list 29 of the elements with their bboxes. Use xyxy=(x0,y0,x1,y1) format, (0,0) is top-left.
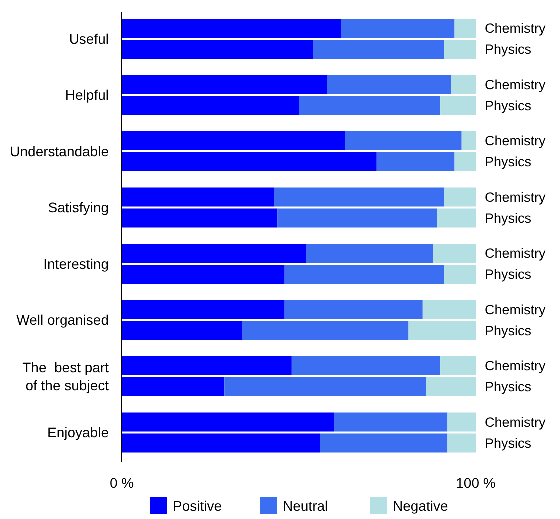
y-tick-label: Physics xyxy=(485,154,532,170)
y-tick-label: Chemistry xyxy=(485,21,546,36)
y-tick-label: Chemistry xyxy=(485,302,546,318)
y-tick-label: Chemistry xyxy=(485,190,546,205)
y-tick-label: Chemistry xyxy=(485,246,546,262)
legend-label: Positive xyxy=(173,498,222,514)
legend-label: Neutral xyxy=(283,498,328,514)
text: Enjoyable xyxy=(48,424,110,441)
text: Satisfying xyxy=(48,200,109,216)
y-tick-label: Chemistry xyxy=(485,414,546,430)
text: Interesting xyxy=(44,256,109,272)
y-tick-label: Physics xyxy=(485,42,532,58)
text: Useful xyxy=(69,30,109,47)
y-tick-label: Physics xyxy=(485,436,532,451)
y-tick-label: Chemistry xyxy=(485,77,546,92)
text: The best part of the subject xyxy=(22,359,110,394)
y-tick-label: Chemistry xyxy=(485,358,546,374)
y-tick-label: Physics xyxy=(485,98,532,114)
y-tick-label: Physics xyxy=(485,323,532,338)
y-tick-label: Chemistry xyxy=(485,134,546,149)
y-tick-label: Physics xyxy=(485,210,532,226)
text: Understandable xyxy=(10,143,110,160)
x-tick-label: 100 % xyxy=(456,475,496,491)
y-tick-label: Physics xyxy=(485,267,532,282)
x-tick-label: 0 % xyxy=(110,475,134,491)
text: Well organised xyxy=(16,312,109,328)
y-tick-label: Physics xyxy=(485,380,532,395)
legend-label: Negative xyxy=(393,498,448,514)
text: Helpful xyxy=(65,87,109,104)
